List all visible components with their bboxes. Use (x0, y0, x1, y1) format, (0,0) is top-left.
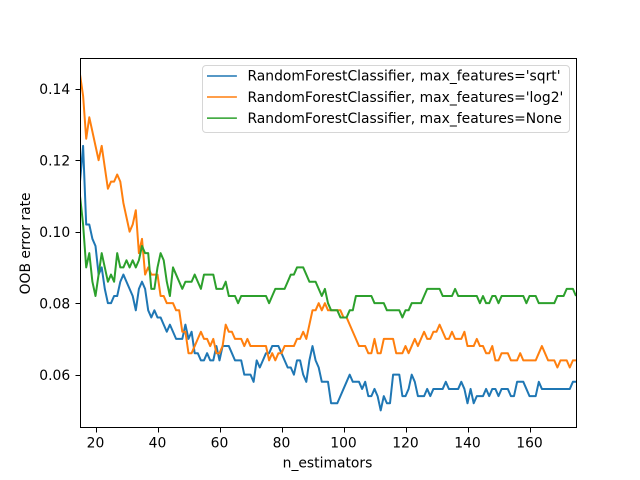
x-tick-label: 60 (211, 436, 229, 452)
x-tick-label: 140 (454, 436, 480, 452)
series-line-0 (80, 144, 576, 412)
x-tick-label: 120 (392, 436, 418, 452)
legend-label-log2: RandomForestClassifier, max_features='lo… (247, 90, 563, 106)
y-tick-label: 0.08 (39, 297, 70, 313)
y-tick-label: 0.12 (39, 154, 70, 170)
legend-frame (202, 65, 570, 133)
y-tick-label: 0.10 (39, 225, 70, 241)
axes-frame (80, 58, 577, 428)
x-axis: 20 40 60 80 100 120 140 160 (87, 428, 543, 452)
x-tick-label: 80 (273, 436, 291, 452)
legend-label-sqrt: RandomForestClassifier, max_features='sq… (247, 69, 560, 85)
y-axis-label: OOB error rate (18, 192, 34, 294)
x-tick-label: 40 (149, 436, 167, 452)
x-axis-label: n_estimators (283, 456, 373, 472)
y-axis: 0.06 0.08 0.10 0.12 0.14 (39, 82, 80, 384)
legend: RandomForestClassifier, max_features='sq… (202, 65, 570, 133)
x-tick-label: 100 (330, 436, 356, 452)
x-tick-label: 160 (516, 436, 542, 452)
series-line-2 (80, 195, 576, 319)
y-tick-label: 0.06 (39, 368, 70, 384)
y-tick-label: 0.14 (39, 82, 70, 98)
series-lines (80, 74, 576, 412)
x-tick-label: 20 (87, 436, 105, 452)
series-line-1 (80, 74, 576, 369)
legend-label-none: RandomForestClassifier, max_features=Non… (247, 111, 562, 127)
